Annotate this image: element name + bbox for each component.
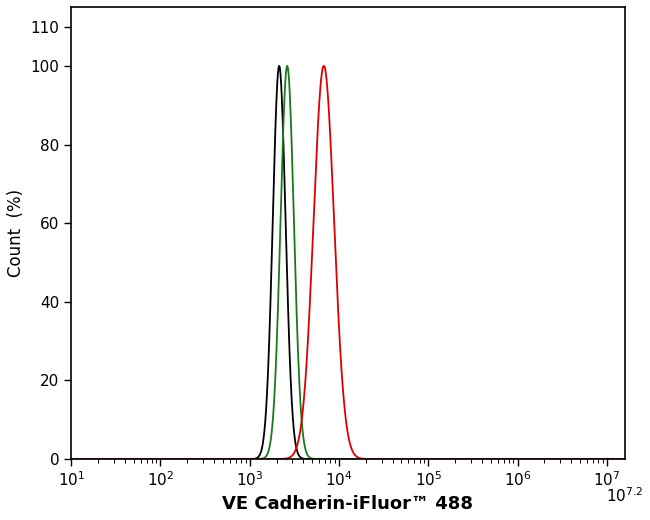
- Y-axis label: Count  (%): Count (%): [7, 189, 25, 277]
- X-axis label: VE Cadherin-iFluor™ 488: VE Cadherin-iFluor™ 488: [222, 495, 473, 513]
- Text: $10^{7.2}$: $10^{7.2}$: [606, 486, 643, 505]
